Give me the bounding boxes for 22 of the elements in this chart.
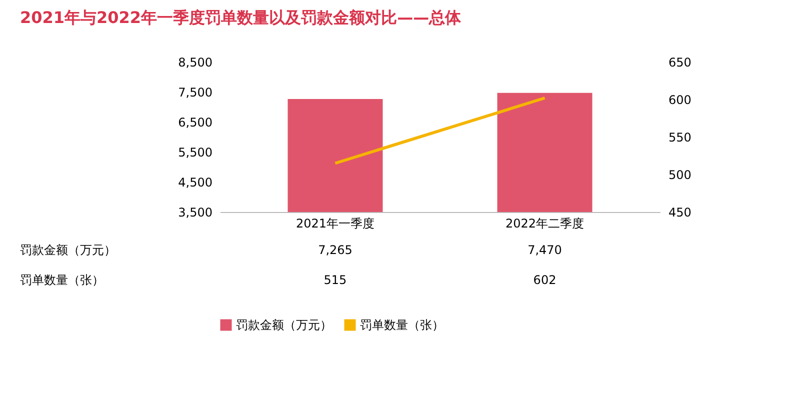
y-tick-label: 4,500 (178, 176, 212, 190)
data-label: 602 (533, 273, 556, 287)
data-label: 7,470 (528, 243, 562, 257)
y2-tick-label: 600 (668, 93, 692, 107)
data-label: 7,265 (318, 243, 352, 257)
y-tick-label: 8,500 (178, 56, 212, 70)
y-tick-label: 3,500 (178, 206, 212, 220)
y2-tick-label: 650 (668, 56, 692, 70)
chart-title: 2021年与2022年一季度罚单数量以及罚款金额对比——总体 (20, 8, 462, 27)
text: 罚单数量（张） (20, 273, 104, 287)
y-tick-label: 7,500 (178, 86, 212, 100)
y2-tick-label: 450 (668, 206, 692, 220)
x-tick-label: 2022年二季度 (505, 216, 584, 230)
data-label: 515 (324, 273, 347, 287)
text: 罚款金额（万元） (20, 243, 116, 257)
legend-label: 罚单数量（张） (360, 318, 444, 332)
y-tick-label: 6,500 (178, 116, 212, 130)
y2-tick-label: 550 (668, 130, 692, 144)
x-tick-label: 2021年一季度 (296, 216, 375, 230)
legend-label: 罚款金额（万元） (236, 318, 332, 332)
y-tick-label: 5,500 (178, 146, 212, 160)
y2-tick-label: 500 (668, 168, 692, 182)
